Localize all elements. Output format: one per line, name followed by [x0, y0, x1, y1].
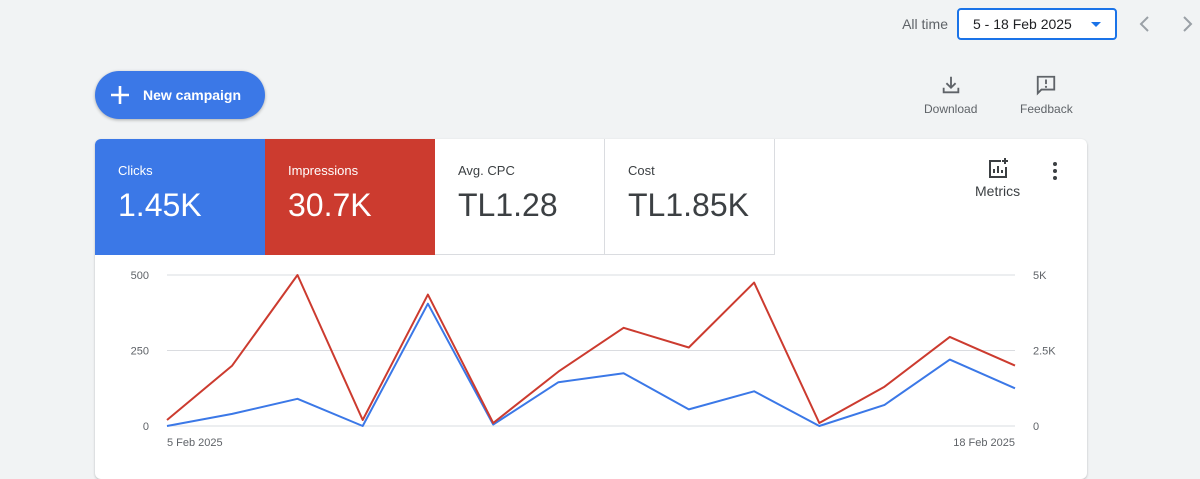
y-axis-tick-label-right: 5K — [1033, 270, 1047, 282]
scorecard-value: 30.7K — [288, 187, 372, 223]
feedback-label: Feedback — [1020, 102, 1073, 116]
more-vert-icon — [1053, 162, 1057, 180]
scorecard-avg-cpc[interactable]: Avg. CPC TL1.28 — [435, 139, 605, 255]
download-label: Download — [924, 102, 978, 116]
feedback-icon — [1037, 75, 1056, 96]
date-range-label: All time — [902, 16, 948, 32]
y-axis-tick-label-left: 0 — [143, 421, 149, 433]
series-line-clicks — [166, 302, 1016, 427]
scorecard-label: Clicks — [118, 163, 153, 178]
new-campaign-label: New campaign — [143, 87, 242, 103]
y-axis-tick-label-left: 500 — [131, 270, 149, 282]
add-chart-icon — [988, 158, 1008, 178]
chevron-right-icon — [1183, 16, 1193, 32]
chevron-left-icon — [1139, 16, 1149, 32]
metrics-button[interactable]: Metrics — [975, 157, 1020, 199]
previous-period-button[interactable] — [1133, 12, 1157, 36]
x-axis-tick-label-start: 5 Feb 2025 — [167, 437, 223, 449]
scorecard-cost[interactable]: Cost TL1.85K — [605, 139, 775, 255]
dropdown-caret-icon — [1091, 22, 1101, 27]
scorecard-value: TL1.85K — [628, 187, 749, 223]
more-options-button[interactable] — [1043, 159, 1067, 183]
scorecard-label: Impressions — [288, 163, 359, 178]
x-axis-tick-label-end: 18 Feb 2025 — [953, 437, 1015, 449]
download-icon — [942, 76, 959, 94]
download-button[interactable]: Download — [924, 74, 977, 116]
next-period-button[interactable] — [1175, 12, 1199, 36]
scorecard-label: Avg. CPC — [458, 163, 515, 178]
scorecard-value: 1.45K — [118, 187, 202, 223]
scorecard-clicks[interactable]: Clicks 1.45K — [95, 139, 265, 255]
scorecard-impressions[interactable]: Impressions 30.7K — [265, 139, 435, 255]
performance-card: Clicks 1.45K Impressions 30.7K Avg. CPC … — [95, 139, 1087, 479]
y-axis-tick-label-left: 250 — [131, 346, 149, 358]
metrics-label: Metrics — [975, 183, 1021, 199]
y-axis-tick-label-right: 2.5K — [1033, 346, 1056, 358]
plus-icon — [111, 86, 129, 104]
y-axis-tick-label-right: 0 — [1033, 421, 1039, 433]
date-range-value: 5 - 18 Feb 2025 — [973, 16, 1072, 32]
feedback-button[interactable]: Feedback — [1020, 74, 1073, 116]
date-range-select[interactable]: 5 - 18 Feb 2025 — [957, 8, 1117, 40]
scorecard-value: TL1.28 — [458, 187, 558, 223]
scorecard-label: Cost — [628, 163, 655, 178]
performance-chart: 0 0 250 2.5K 500 5K 5 Feb 2025 18 Feb 2025 — [131, 270, 1057, 449]
series-line-impressions — [166, 274, 1016, 424]
new-campaign-button[interactable]: New campaign — [95, 71, 265, 119]
